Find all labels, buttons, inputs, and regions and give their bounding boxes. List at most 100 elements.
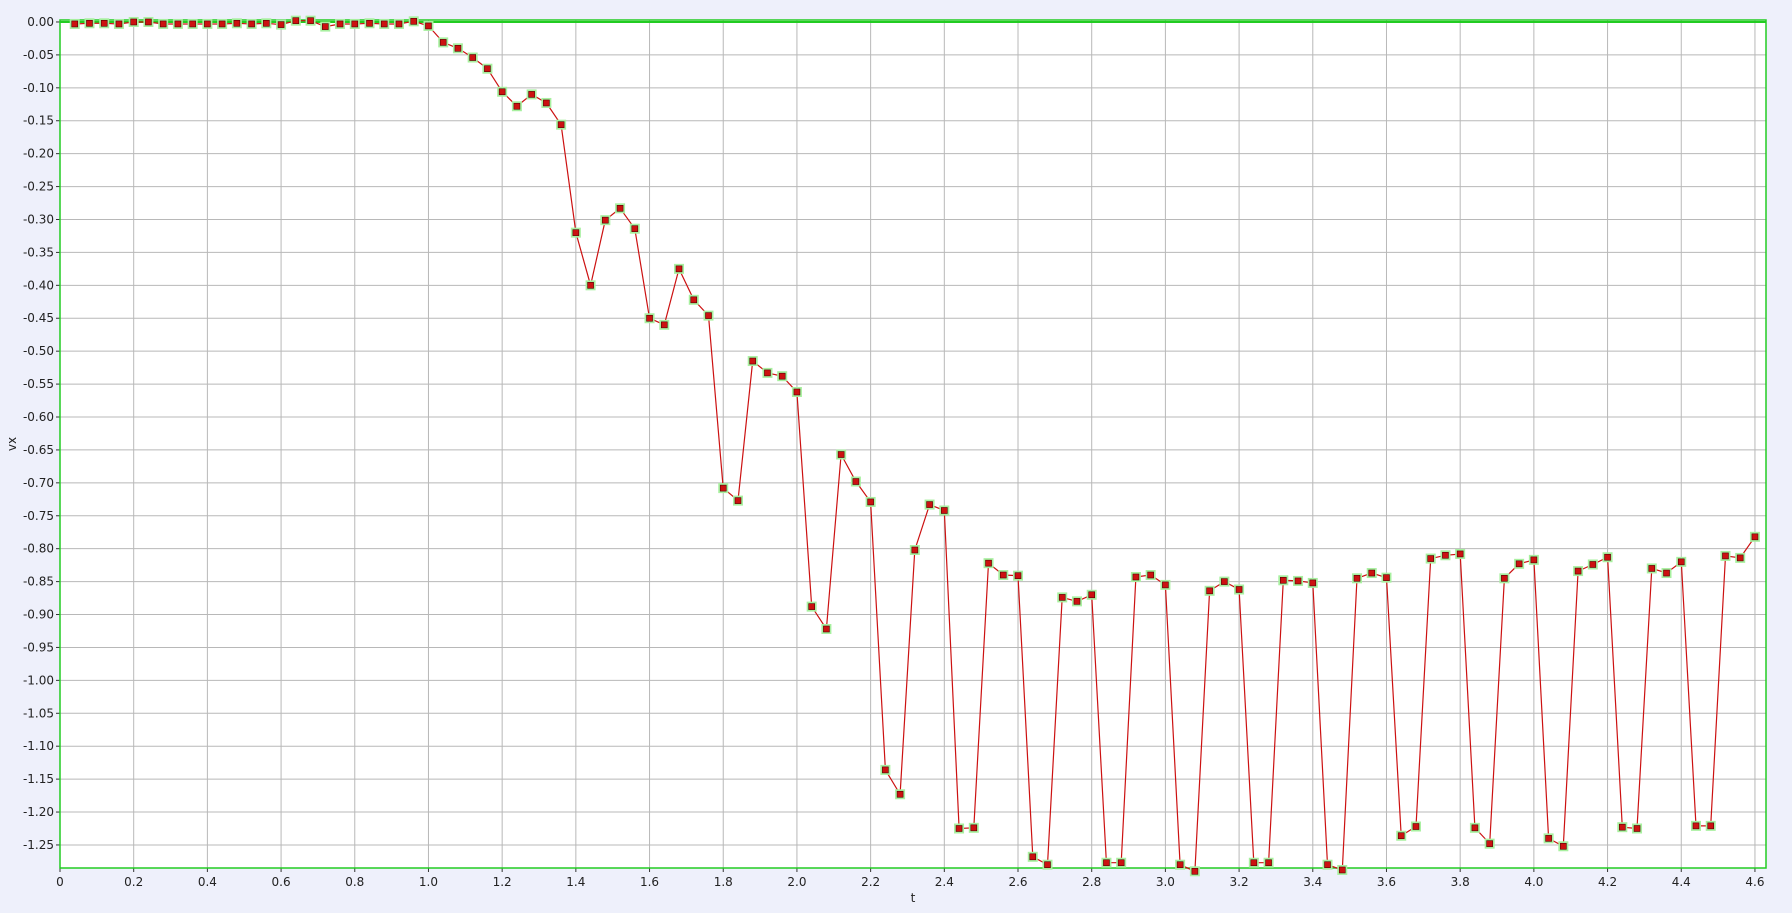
data-point bbox=[438, 37, 449, 48]
x-tick-label: 4.2 bbox=[1598, 875, 1617, 889]
data-point-marker bbox=[852, 478, 860, 485]
data-point-marker bbox=[189, 20, 196, 28]
data-point bbox=[423, 20, 434, 31]
data-point-marker bbox=[675, 265, 683, 273]
data-point bbox=[968, 822, 979, 833]
x-tick-label: 0.8 bbox=[345, 875, 364, 889]
data-point bbox=[791, 386, 802, 397]
x-tick-label: 2.0 bbox=[787, 875, 806, 889]
data-point-marker bbox=[734, 497, 742, 504]
data-point-marker bbox=[233, 19, 241, 27]
data-point-marker bbox=[1618, 823, 1626, 831]
data-point-marker bbox=[1073, 598, 1081, 605]
data-point-marker bbox=[690, 296, 698, 304]
data-point bbox=[880, 764, 891, 775]
data-point bbox=[1602, 552, 1613, 563]
x-tick-label: 4.6 bbox=[1745, 875, 1764, 889]
data-point-marker bbox=[764, 369, 771, 377]
data-point-marker bbox=[1677, 558, 1685, 566]
data-point-marker bbox=[1530, 556, 1538, 564]
data-point bbox=[1735, 552, 1746, 563]
x-tick-label: 2.2 bbox=[861, 875, 880, 889]
data-point-marker bbox=[366, 19, 373, 27]
data-point bbox=[1543, 833, 1554, 844]
data-point bbox=[408, 16, 419, 27]
data-point-marker bbox=[248, 20, 255, 28]
data-point bbox=[172, 18, 183, 29]
data-point bbox=[1322, 859, 1333, 870]
data-point-marker bbox=[513, 102, 521, 110]
y-tick-label: -1.00 bbox=[23, 673, 54, 687]
data-point-marker bbox=[1176, 861, 1184, 869]
data-point bbox=[1558, 841, 1569, 852]
data-point bbox=[364, 18, 375, 29]
data-point bbox=[1381, 572, 1392, 583]
data-point bbox=[1352, 573, 1363, 584]
data-point-marker bbox=[1353, 575, 1361, 582]
data-point-marker bbox=[1029, 853, 1037, 861]
data-point bbox=[1086, 589, 1097, 600]
data-point-marker bbox=[1206, 587, 1213, 595]
data-point bbox=[1175, 859, 1186, 870]
data-point-marker bbox=[1486, 840, 1493, 847]
data-point bbox=[939, 505, 950, 516]
data-point-marker bbox=[1397, 832, 1405, 840]
data-point bbox=[1307, 577, 1318, 588]
data-point bbox=[202, 18, 213, 29]
data-point-marker bbox=[911, 546, 919, 554]
data-point-marker bbox=[749, 357, 757, 365]
data-point-marker bbox=[1250, 859, 1258, 867]
data-point bbox=[983, 558, 994, 569]
y-tick-label: -0.90 bbox=[23, 608, 54, 622]
data-point-marker bbox=[999, 571, 1007, 579]
data-point-marker bbox=[498, 88, 506, 96]
data-point bbox=[1027, 851, 1038, 862]
data-point-marker bbox=[1309, 579, 1317, 587]
y-tick-label: -0.80 bbox=[23, 542, 54, 556]
data-point-marker bbox=[882, 766, 889, 774]
data-point-marker bbox=[1191, 867, 1199, 875]
data-point bbox=[954, 823, 965, 834]
data-point-marker bbox=[1162, 581, 1169, 589]
data-point-marker bbox=[351, 20, 359, 28]
data-point bbox=[1278, 575, 1289, 586]
data-point bbox=[1071, 596, 1082, 607]
data-point bbox=[1116, 857, 1127, 868]
data-point-marker bbox=[572, 229, 580, 236]
data-point-marker bbox=[1751, 533, 1759, 541]
data-point bbox=[113, 18, 124, 29]
x-tick-label: 0.6 bbox=[272, 875, 291, 889]
y-tick-label: -1.20 bbox=[23, 805, 54, 819]
y-tick-label: -0.20 bbox=[23, 147, 54, 161]
data-point-marker bbox=[380, 20, 388, 28]
data-point bbox=[1617, 822, 1628, 833]
data-point-marker bbox=[115, 20, 123, 28]
data-point bbox=[187, 18, 198, 29]
data-point-marker bbox=[837, 451, 845, 458]
data-point bbox=[1013, 570, 1024, 581]
data-point bbox=[84, 18, 95, 29]
data-point-marker bbox=[130, 18, 137, 26]
data-point bbox=[865, 496, 876, 507]
x-tick-label: 1.8 bbox=[714, 875, 733, 889]
data-point-marker bbox=[1648, 565, 1656, 572]
data-point bbox=[143, 16, 154, 27]
data-point bbox=[836, 449, 847, 460]
data-point-marker bbox=[1147, 571, 1154, 579]
data-point-marker bbox=[1515, 560, 1523, 568]
data-point-marker bbox=[1574, 567, 1582, 575]
data-point-marker bbox=[631, 225, 639, 233]
y-tick-label: -0.85 bbox=[23, 575, 54, 589]
data-point-marker bbox=[985, 559, 992, 567]
x-tick-label: 1.4 bbox=[566, 875, 585, 889]
data-point bbox=[1293, 575, 1304, 586]
data-point bbox=[1248, 857, 1259, 868]
data-point-marker bbox=[1132, 573, 1140, 581]
y-tick-label: -0.50 bbox=[23, 344, 54, 358]
data-point bbox=[1189, 866, 1200, 877]
data-point-marker bbox=[1221, 578, 1228, 585]
y-tick-label: -0.45 bbox=[23, 311, 54, 325]
data-point-marker bbox=[587, 282, 594, 289]
data-point bbox=[850, 476, 861, 487]
